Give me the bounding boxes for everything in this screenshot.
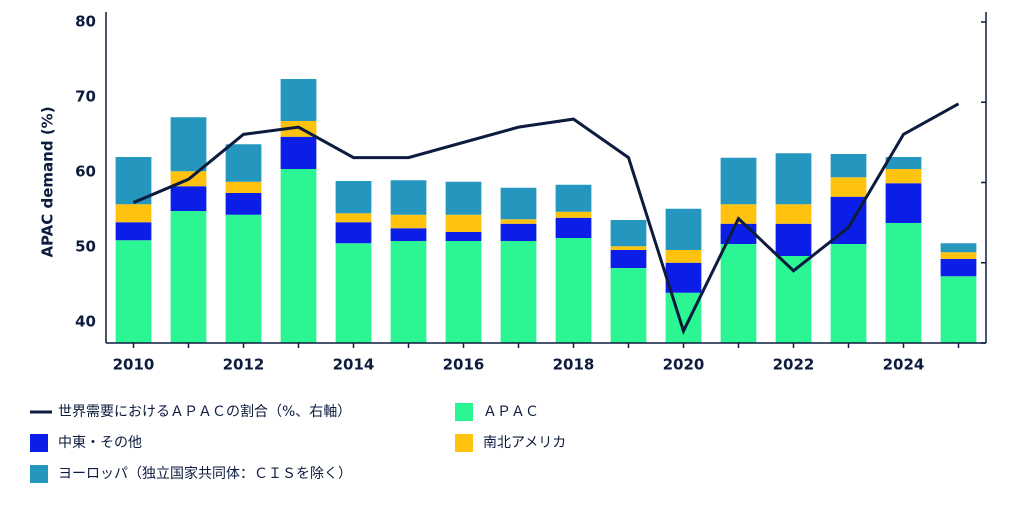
legend-label: ＡＰＡＣ	[483, 404, 539, 420]
bar-segment	[610, 246, 647, 250]
legend-swatch	[455, 403, 473, 421]
bar-segment	[115, 222, 152, 241]
bar-segment	[390, 180, 427, 215]
bar-segment	[940, 276, 977, 343]
bar-segment	[885, 223, 922, 343]
bar-segment	[940, 243, 977, 253]
bar-segment	[665, 262, 702, 293]
bar-segment	[500, 187, 537, 220]
bar-segment	[390, 228, 427, 241]
bar-segment	[885, 157, 922, 169]
x-tick-label: 2018	[553, 356, 595, 374]
bar-segment	[720, 244, 757, 343]
bar-segment	[225, 181, 262, 193]
bar-segment	[170, 117, 207, 172]
bar-segment	[445, 232, 482, 241]
bar-segment	[445, 241, 482, 343]
line-series	[132, 102, 960, 335]
bar-segment	[830, 177, 867, 197]
bar-segment	[115, 240, 152, 343]
bar-segment	[170, 186, 207, 211]
bar-segment	[170, 211, 207, 343]
bar-segment	[720, 204, 757, 224]
bar-segment	[720, 157, 757, 205]
x-tick-label: 2016	[443, 356, 485, 374]
bar-segment	[610, 268, 647, 343]
bar-segment	[500, 241, 537, 343]
x-tick-label: 2020	[663, 356, 705, 374]
bar-segment	[940, 259, 977, 277]
bar-segment	[335, 243, 372, 343]
bar-segment	[830, 154, 867, 178]
legend-swatch	[30, 434, 48, 452]
legend-label: 中東・その他	[58, 435, 142, 451]
bar-segment	[555, 217, 592, 238]
bar-segment	[775, 223, 812, 256]
x-tick-label: 2022	[773, 356, 815, 374]
x-tick-label: 2012	[223, 356, 265, 374]
bar-segment	[225, 193, 262, 215]
bar-segment	[610, 250, 647, 268]
bar-segment	[280, 136, 317, 169]
legend-label: ヨーロッパ（独立国家共同体：ＣＩＳを除く）	[58, 465, 352, 482]
y-tick-label: 60	[75, 163, 96, 181]
bar-segment	[500, 219, 537, 224]
y-tick-label: 80	[75, 13, 96, 31]
legend-label: 世界需要におけるＡＰＡＣの割合（%、右軸）	[58, 403, 351, 420]
bar-segment	[225, 144, 262, 182]
legend-swatch	[455, 434, 473, 452]
bar-segment	[610, 220, 647, 247]
x-tick-label: 2024	[883, 356, 925, 374]
bar-segment	[390, 241, 427, 343]
bar-segment	[665, 292, 702, 343]
bar-segment	[665, 250, 702, 263]
y-axis-label: APAC demand (%)	[39, 106, 57, 257]
x-tick-label: 2010	[113, 356, 155, 374]
bar-segment	[500, 223, 537, 241]
bar-segment	[555, 238, 592, 343]
bar-segment	[940, 252, 977, 259]
bar-segment	[775, 153, 812, 205]
bar-segment	[555, 211, 592, 218]
bar-segment	[335, 213, 372, 223]
bar-segment	[445, 214, 482, 232]
y-tick-label: 40	[75, 313, 96, 331]
legend-label: 南北アメリカ	[483, 435, 566, 451]
bar-segment	[885, 169, 922, 184]
y-tick-label: 70	[75, 88, 96, 106]
bar-segment	[830, 244, 867, 343]
bar-segment	[115, 204, 152, 223]
bar-segment	[885, 183, 922, 223]
bar-segment	[445, 181, 482, 215]
bar-segment	[775, 204, 812, 224]
legend-swatch	[30, 465, 48, 483]
y-tick-label: 50	[75, 238, 96, 256]
x-tick-label: 2014	[333, 356, 375, 374]
bar-segment	[390, 214, 427, 229]
bar-segment	[335, 181, 372, 214]
bar-segment	[335, 222, 372, 244]
bar-segment	[280, 79, 317, 121]
bar-segment	[280, 169, 317, 343]
bar-segment	[665, 208, 702, 250]
bar-segment	[225, 214, 262, 343]
bar-segment	[555, 184, 592, 212]
